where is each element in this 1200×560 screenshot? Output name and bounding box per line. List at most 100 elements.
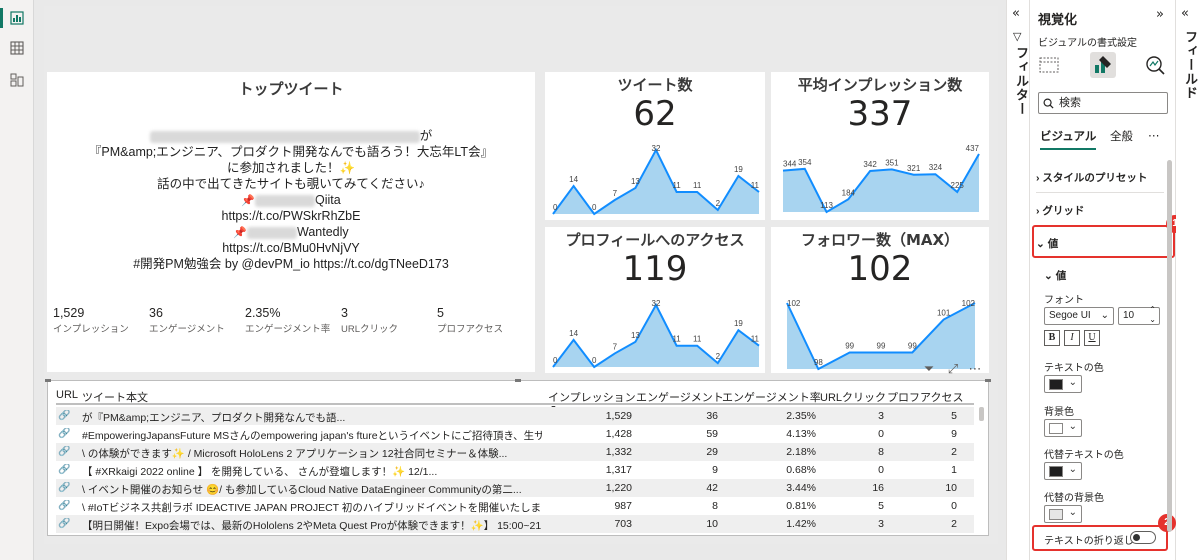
- font-label: フォント: [1044, 295, 1084, 306]
- table-scrollbar[interactable]: [978, 407, 985, 533]
- analytics-icon[interactable]: [1142, 52, 1168, 78]
- link-icon[interactable]: 🔗: [58, 428, 71, 439]
- column-header[interactable]: エンゲージメント率: [722, 392, 821, 404]
- stat-value: 1,529: [53, 306, 85, 320]
- font-size-stepper[interactable]: 10 ⌃ ⌄: [1118, 305, 1160, 325]
- scrollbar-thumb[interactable]: [979, 407, 984, 421]
- fields-pane[interactable]: « フィールド: [1176, 0, 1200, 560]
- underline-button[interactable]: U: [1084, 330, 1100, 346]
- font-family-select[interactable]: Segoe UI ⌄: [1044, 307, 1114, 325]
- fields-pane-label[interactable]: フィールド: [1182, 30, 1197, 100]
- table-row[interactable]: 🔗 \ の体験ができます✨ / Microsoft HoloLens 2 アプリケ…: [56, 443, 974, 461]
- data-label: 7: [613, 189, 618, 198]
- table-row[interactable]: 🔗 【明日開催！Expo会場では、最新のHololens 2やMeta Quest…: [56, 515, 974, 533]
- section-values[interactable]: ⌄ 値: [1036, 236, 1164, 258]
- filter-pane-label[interactable]: フィルター: [1013, 46, 1028, 116]
- link-icon[interactable]: 🔗: [58, 500, 71, 511]
- column-header[interactable]: URLクリック: [820, 392, 887, 404]
- stat-engagement-rate: 2.35% エンゲージメント率: [245, 306, 330, 335]
- alt-text-color-picker[interactable]: ⌄: [1044, 462, 1082, 480]
- tweet-line: に参加されました！✨: [47, 160, 535, 176]
- link-icon[interactable]: 🔗: [58, 518, 71, 529]
- color-chip: [1049, 423, 1063, 434]
- text-color-picker[interactable]: ⌄: [1044, 375, 1082, 393]
- link-icon[interactable]: 🔗: [58, 410, 71, 421]
- tweets-table[interactable]: URL ツイート本文 インプレッション ▼ エンゲージメント エンゲージメント率…: [45, 379, 991, 536]
- sparkline-area: [553, 150, 759, 214]
- text-wrap-toggle[interactable]: [1130, 531, 1156, 544]
- column-header[interactable]: インプレッション: [548, 392, 636, 404]
- cell-tweet-text: #EmpoweringJapansFuture MSさんのempowering …: [82, 430, 542, 442]
- cell-engagement-rate: 4.13%: [786, 428, 816, 440]
- filter-pane[interactable]: « ▽ フィルター: [1006, 0, 1030, 560]
- focus-mode-icon[interactable]: ⤢: [947, 362, 959, 377]
- section-label: 値: [1047, 238, 1059, 250]
- stat-value: 5: [437, 306, 444, 320]
- sparkle-icon: ✨: [339, 161, 356, 175]
- column-header[interactable]: URL: [56, 389, 79, 401]
- color-chip: [1049, 379, 1063, 390]
- bold-button[interactable]: B: [1044, 330, 1060, 346]
- kpi-value: 337: [847, 94, 913, 134]
- table-body: 🔗 が『PM&amp;エンジニア、プロダクト開発なんでも語... 1,529 36 2.…: [56, 407, 974, 533]
- tab-visual[interactable]: ビジュアル: [1040, 128, 1097, 150]
- subsection-values[interactable]: ⌄ 値: [1044, 268, 1066, 283]
- top-tweet-card[interactable]: トップツイート が 『PM&amp;エンジニア、プロダクト開発なんでも語ろう！大…: [47, 72, 535, 372]
- link-icon[interactable]: 🔗: [58, 482, 71, 493]
- bg-color-picker[interactable]: ⌄: [1044, 419, 1082, 437]
- more-tabs-icon[interactable]: ⋯: [1148, 130, 1160, 142]
- collapse-icon[interactable]: «: [1181, 6, 1189, 21]
- table-view-icon[interactable]: [9, 40, 25, 56]
- table-row[interactable]: 🔗 が『PM&amp;エンジニア、プロダクト開発なんでも語... 1,529 36 2.…: [56, 407, 974, 425]
- table-row[interactable]: 🔗 \ イベント開催のお知らせ 😊/ も参加しているCloud Native Da…: [56, 479, 974, 497]
- data-label: 184: [842, 188, 856, 197]
- font-family-value: Segoe UI: [1049, 310, 1091, 321]
- collapse-icon[interactable]: «: [1012, 6, 1020, 21]
- cell-tweet-text: \ イベント開催のお知らせ 😊/ も参加しているCloud Native Dat…: [82, 484, 522, 496]
- italic-button[interactable]: I: [1064, 330, 1080, 346]
- viz-pane-scrollbar[interactable]: [1167, 160, 1172, 532]
- cell-impressions: 1,332: [605, 446, 632, 458]
- resize-handle[interactable]: [515, 379, 521, 382]
- search-input[interactable]: 検索: [1038, 92, 1168, 114]
- alt-bg-color-picker[interactable]: ⌄: [1044, 505, 1082, 523]
- expand-icon[interactable]: »: [1156, 7, 1164, 22]
- cell-profile-access: 5: [951, 410, 957, 422]
- column-header[interactable]: プロフアクセス: [887, 392, 964, 404]
- build-visual-icon[interactable]: [1036, 52, 1062, 78]
- cell-impressions: 703: [614, 518, 632, 530]
- table-row[interactable]: 🔗 #EmpoweringJapansFuture MSさんのempowering…: [56, 425, 974, 443]
- kpi-card-profile-access[interactable]: プロフィールへのアクセス 119 0 14 0 7 13 32 11 11 2 19 11: [545, 227, 765, 373]
- cell-url-clicks: 16: [872, 482, 884, 494]
- link-icon[interactable]: 🔗: [58, 464, 71, 475]
- column-header[interactable]: ツイート本文: [82, 392, 148, 404]
- data-label: 0: [592, 356, 597, 365]
- visualizations-pane: 視覚化 » ビジュアルの書式設定 検索 ビジュアル 全般 ⋯ › スタイルのプリ…: [1030, 0, 1184, 560]
- stepper-arrows-icon[interactable]: ⌃ ⌄: [1149, 305, 1156, 324]
- section-grid[interactable]: › グリッド: [1036, 203, 1164, 226]
- table-row[interactable]: 🔗 \ #IoTビジネス共創ラボ IDEACTIVE JAPAN PROJECT …: [56, 497, 974, 515]
- kpi-card-followers-max[interactable]: フォロワー数（MAX） 102 102 98 99 99 99 101 102: [771, 227, 989, 373]
- tab-general[interactable]: 全般: [1110, 131, 1133, 143]
- link-icon[interactable]: 🔗: [58, 446, 71, 457]
- column-header[interactable]: エンゲージメント: [636, 392, 724, 404]
- format-visual-icon[interactable]: [1090, 52, 1116, 78]
- tweet-line-text: #開発PM勉強会 by @devPM_io https://t.co/dgTNe…: [133, 257, 449, 271]
- data-label: 11: [751, 335, 760, 344]
- color-chip: [1049, 509, 1063, 520]
- chevron-right-icon: ›: [1036, 172, 1040, 184]
- sparkline-chart: 0 14 0 7 13 32 11 11 2 19 11: [552, 144, 760, 216]
- resize-handle[interactable]: [45, 379, 51, 382]
- cell-engagement: 42: [706, 482, 718, 494]
- kpi-card-tweet-count[interactable]: ツイート数 62 0 14 0 7 13 32 11 11 2 19 11: [545, 72, 765, 220]
- more-options-icon[interactable]: ⋯: [968, 362, 982, 377]
- kpi-card-avg-impressions[interactable]: 平均インプレッション数 337 344 354 113 184 342 351 321 324…: [771, 72, 989, 220]
- report-icon[interactable]: [9, 10, 25, 26]
- filter-icon[interactable]: ⏷: [923, 362, 935, 377]
- chevron-down-icon: ⌄: [1044, 270, 1053, 282]
- table-row[interactable]: 🔗 【 #XRkaigi 2022 online 】 を開発している、 さんが登壇…: [56, 461, 974, 479]
- section-style-presets[interactable]: › スタイルのプリセット: [1036, 170, 1164, 193]
- viz-pane-title: 視覚化: [1038, 13, 1078, 28]
- resize-handle[interactable]: [985, 379, 991, 382]
- model-view-icon[interactable]: [9, 72, 25, 88]
